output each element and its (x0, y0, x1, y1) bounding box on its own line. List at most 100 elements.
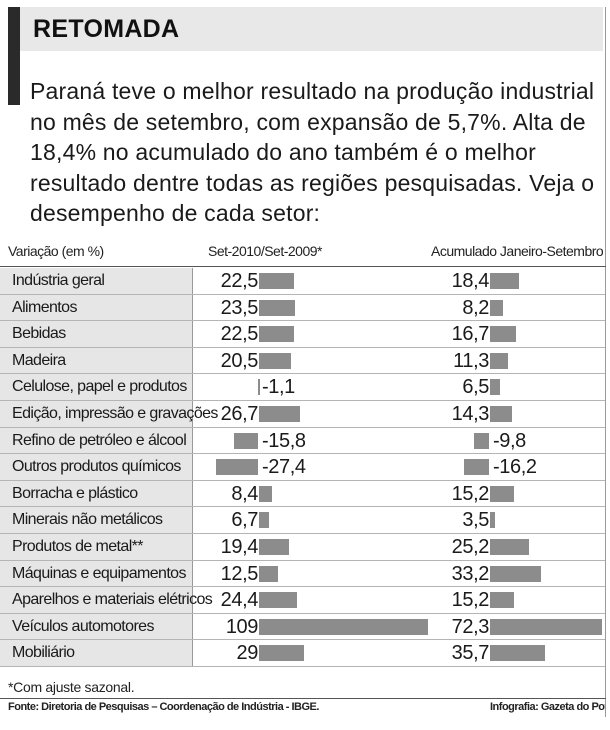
value-label-accumulated: 11,3 (453, 349, 489, 372)
bar-monthly (259, 326, 294, 343)
value-label-monthly: -15,8 (262, 429, 306, 452)
table-row: Celulose, papel e produtos -1,1 6,5 (0, 374, 605, 401)
table-row: Borracha e plástico 8,4 15,2 (0, 480, 605, 508)
sector-label: Madeira (0, 347, 193, 374)
value-label-monthly: 19,4 (220, 535, 259, 558)
table-row: Veículos automotores 109 72,3 (0, 613, 605, 641)
value-label-monthly: 12,5 (220, 562, 259, 585)
value-label-accumulated: 3,5 (462, 509, 489, 532)
table-row: Máquinas e equipamentos 12,5 33,2 (0, 560, 605, 588)
value-label-accumulated: 14,3 (451, 402, 490, 425)
column-header-variation: Variação (em %) (8, 243, 104, 259)
value-label-monthly: 23,5 (220, 296, 259, 319)
value-label-accumulated: 35,7 (451, 642, 490, 665)
table-row: Madeira 20,5 11,3 (0, 347, 605, 375)
bar-monthly (259, 592, 297, 609)
value-label-accumulated: 33,2 (451, 562, 490, 585)
value-label-accumulated: 25,2 (451, 535, 490, 558)
bar-accumulated (490, 618, 602, 635)
bar-monthly (259, 405, 300, 422)
bar-monthly (259, 485, 272, 502)
sector-label: Veículos automotores (0, 613, 193, 640)
sector-label: Bebidas (0, 321, 193, 347)
sector-label: Borracha e plástico (0, 480, 193, 507)
table-row: Mobiliário 29 35,7 (0, 640, 605, 667)
bar-accumulated (464, 459, 489, 476)
bar-accumulated (474, 432, 489, 449)
column-header-accumulated: Acumulado Janeiro-Setembro (431, 243, 604, 259)
bar-monthly (234, 432, 258, 449)
value-label-accumulated: -9,8 (493, 429, 526, 452)
value-label-monthly: -27,4 (262, 456, 306, 479)
sector-label: Refino de petróleo e álcool (0, 427, 193, 454)
bar-monthly (259, 618, 428, 635)
title-accent-bar (8, 7, 20, 105)
sector-label: Indústria geral (0, 268, 193, 294)
table-row: Outros produtos químicos -27,4 -16,2 (0, 454, 605, 481)
bar-monthly (258, 379, 260, 396)
table-row: Edição, impressão e gravações 26,7 14,3 (0, 400, 605, 428)
bottom-rule (0, 698, 606, 699)
sector-label: Máquinas e equipamentos (0, 560, 193, 587)
value-label-monthly: 6,7 (231, 509, 258, 532)
sector-label: Produtos de metal** (0, 533, 193, 560)
sector-label: Alimentos (0, 294, 193, 321)
sector-label: Celulose, papel e produtos (0, 374, 193, 400)
sector-label: Aparelhos e materiais elétricos (0, 587, 213, 613)
sector-label: Outros produtos químicos (0, 454, 193, 480)
value-label-monthly: 22,5 (220, 270, 259, 292)
bar-accumulated (490, 326, 516, 343)
column-header-monthly: Set-2010/Set-2009* (208, 243, 322, 259)
bar-monthly (259, 299, 295, 316)
value-label-monthly: 24,4 (220, 589, 259, 612)
bar-accumulated (490, 592, 514, 609)
table-row: Bebidas 22,5 16,7 (0, 321, 605, 348)
value-label-accumulated: 15,2 (451, 482, 490, 505)
bar-accumulated (490, 538, 529, 555)
value-label-accumulated: 72,3 (451, 615, 490, 638)
bar-accumulated (490, 485, 514, 502)
title-bar: RETOMADA (8, 7, 603, 105)
intro-paragraph: Paraná teve o melhor resultado na produç… (30, 78, 595, 226)
value-label-accumulated: 15,2 (451, 589, 490, 612)
value-label-accumulated: 8,2 (462, 296, 489, 319)
value-label-monthly: 20,5 (220, 349, 259, 372)
footnote: *Com ajuste sazonal. (8, 679, 135, 695)
header-rule (0, 266, 606, 267)
value-label-accumulated: 6,5 (462, 376, 489, 399)
table-row: Aparelhos e materiais elétricos 24,4 15,2 (0, 587, 605, 614)
bar-accumulated (490, 405, 512, 422)
bar-accumulated (490, 565, 541, 582)
table-row: Indústria geral 22,5 18,4 (0, 268, 605, 295)
value-label-accumulated: 16,7 (451, 323, 490, 346)
bar-accumulated (490, 645, 545, 662)
table-row: Alimentos 23,5 8,2 (0, 294, 605, 322)
value-label-monthly: 8,4 (231, 482, 258, 505)
bar-accumulated (490, 299, 503, 316)
bar-accumulated (490, 352, 508, 369)
value-label-accumulated: 18,4 (451, 270, 490, 292)
value-label-monthly: 29 (236, 642, 259, 665)
value-label-monthly: 22,5 (220, 323, 259, 346)
sector-label: Minerais não metálicos (0, 507, 193, 533)
bar-accumulated (490, 379, 500, 396)
value-label-monthly: -1,1 (262, 376, 295, 399)
bar-monthly (259, 273, 294, 289)
value-label-monthly: 26,7 (220, 402, 259, 425)
bar-monthly (259, 538, 289, 555)
bar-monthly (259, 645, 304, 662)
bar-monthly (259, 565, 278, 582)
bar-monthly (216, 459, 258, 476)
source-credit: Fonte: Diretoria de Pesquisas – Coordena… (8, 701, 319, 713)
bar-accumulated (490, 273, 519, 289)
page-title: RETOMADA (33, 15, 180, 43)
bar-accumulated (490, 512, 495, 529)
value-label-accumulated: -16,2 (493, 456, 537, 479)
value-label-monthly: 109 (225, 615, 259, 638)
sector-bar-table: Indústria geral 22,5 18,4 Alimentos 23,5 8,2 B… (0, 268, 605, 667)
table-row: Produtos de metal** 19,4 25,2 (0, 533, 605, 561)
table-row: Minerais não metálicos 6,7 3,5 (0, 507, 605, 534)
bar-monthly (259, 512, 269, 529)
right-border-rule (605, 7, 606, 717)
table-row: Refino de petróleo e álcool -15,8 -9,8 (0, 427, 605, 455)
